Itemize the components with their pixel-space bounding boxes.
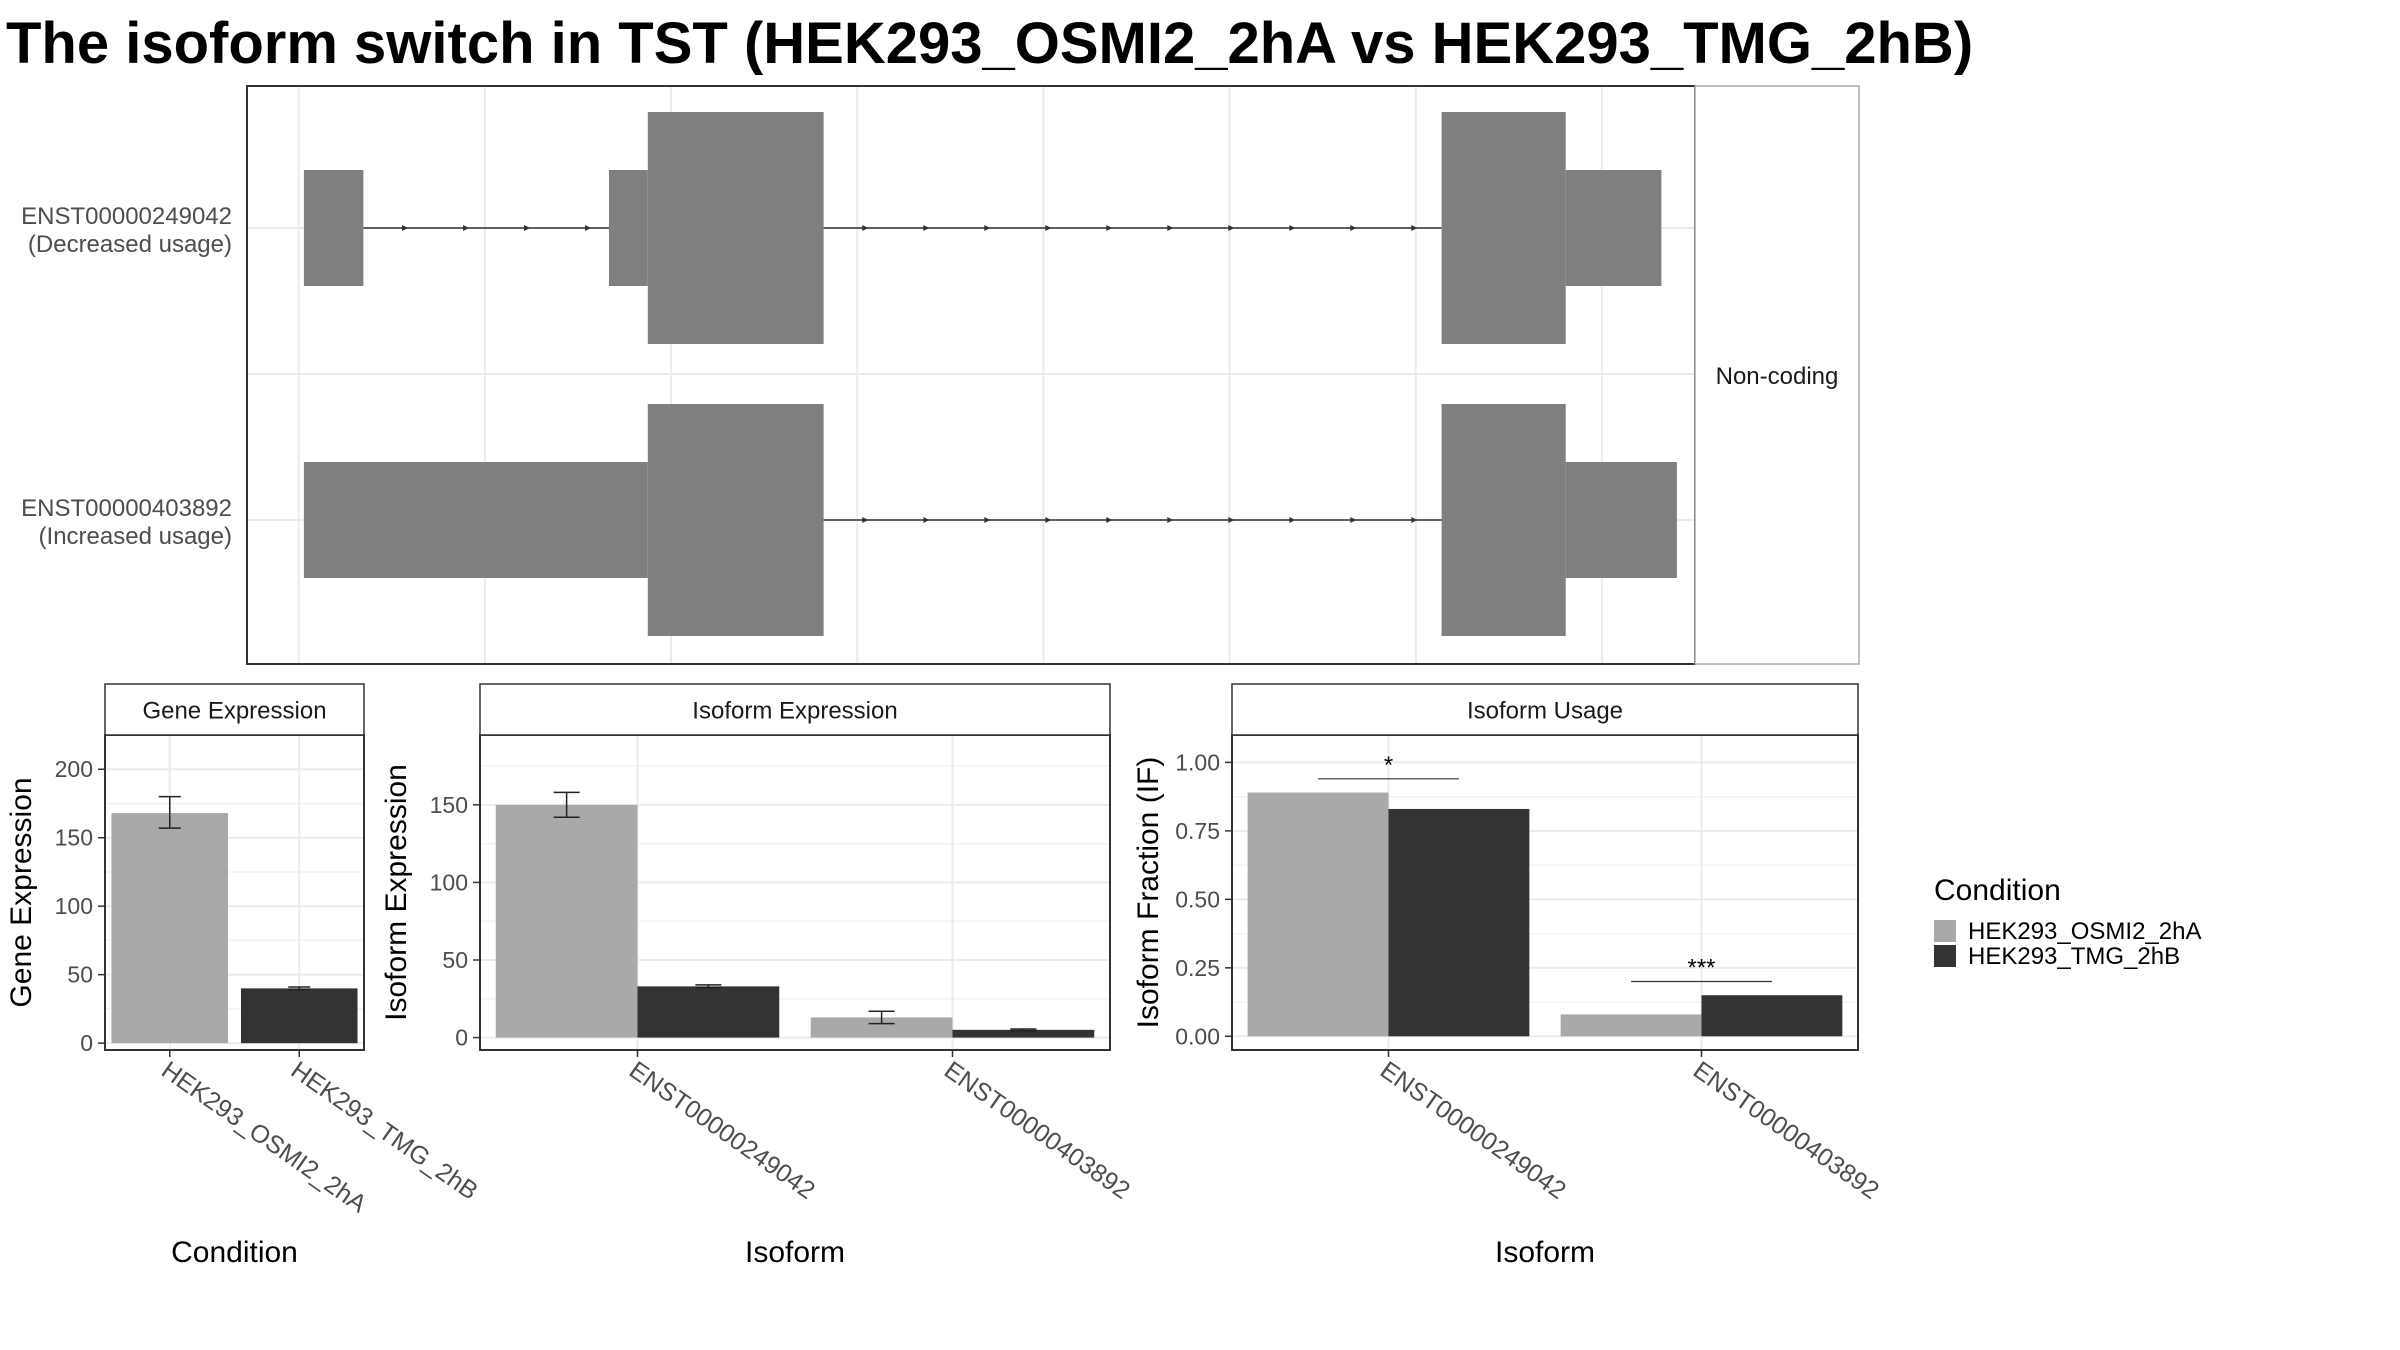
intron-arrow <box>1106 517 1113 523</box>
panel-isoform-usage: 0.000.250.500.751.00 ****ENST00000249042 E… <box>1132 683 1884 1269</box>
intron-arrow <box>585 225 592 231</box>
y-tick-label: 0.00 <box>1175 1023 1220 1049</box>
bar-HEK293_TMG_2hB <box>240 988 358 1044</box>
panel-strip-label: Isoform Expression <box>692 698 897 725</box>
isoform-usage-label-ENST00000403892: (Increased usage) <box>39 523 232 550</box>
exon-1-2 <box>1441 404 1566 636</box>
y-tick-label: 150 <box>55 825 93 851</box>
intron-arrow <box>1106 225 1113 231</box>
exon-1-1 <box>647 404 824 636</box>
intron-arrow <box>984 225 991 231</box>
panel-strip <box>104 683 365 736</box>
exon-1-3 <box>1565 462 1677 578</box>
panel-strip <box>479 683 1111 736</box>
intron-arrow <box>1167 517 1174 523</box>
exon-0-0 <box>303 170 364 286</box>
y-tick-label: 50 <box>442 947 468 973</box>
structure-strip <box>1694 85 1860 665</box>
panel-isoform-expression: 0 50 100 150 ENST00000249042 ENST00000403892 I… <box>380 683 1135 1269</box>
bar-ENST00000403892-HEK293_OSMI2_2hA <box>1560 1014 1702 1037</box>
intron-arrow <box>1045 517 1052 523</box>
x-tick-label: HEK293_OSMI2_2hA <box>156 1056 372 1219</box>
y-tick-label: 150 <box>430 792 468 818</box>
y-tick-label: 200 <box>55 756 93 782</box>
x-tick-label: ENST00000249042 <box>624 1056 820 1205</box>
bar-ENST00000249042-HEK293_OSMI2_2hA <box>1247 792 1389 1037</box>
y-tick-label: 0 <box>80 1030 93 1056</box>
y-tick-label: 0 <box>455 1025 468 1051</box>
panel-strip-label: Gene Expression <box>142 698 326 725</box>
intron-arrow <box>1350 225 1357 231</box>
bar-ENST00000249042-HEK293_OSMI2_2hA <box>495 804 638 1038</box>
intron-arrow <box>1411 517 1418 523</box>
legend-swatch-1 <box>1934 945 1956 967</box>
x-tick-label: ENST00000249042 <box>1375 1056 1571 1205</box>
exon-0-2 <box>647 112 824 344</box>
y-axis-title: Isoform Expression <box>380 764 413 1021</box>
intron-arrow <box>923 517 930 523</box>
intron-arrow <box>1289 225 1296 231</box>
x-tick-label: ENST00000403892 <box>939 1056 1135 1205</box>
intron-arrow <box>862 225 869 231</box>
intron-arrow <box>984 517 991 523</box>
x-axis-title: Isoform <box>745 1236 845 1269</box>
bar-ENST00000249042-HEK293_TMG_2hB <box>637 986 780 1038</box>
intron-arrow <box>524 225 531 231</box>
bar-ENST00000403892-HEK293_OSMI2_2hA <box>810 1017 953 1038</box>
x-axis-title: Isoform <box>1495 1236 1595 1269</box>
bar-ENST00000249042-HEK293_TMG_2hB <box>1388 808 1530 1037</box>
intron-arrow <box>402 225 409 231</box>
structure-strip-label: Non-coding <box>1716 363 1839 390</box>
panel-strip <box>1231 683 1859 736</box>
intron-arrow <box>1350 517 1357 523</box>
expression-panels: 050100150200HEK293_OSMI2_2hAHEK293_TMG_2… <box>5 683 1884 1269</box>
intron-arrow <box>1045 225 1052 231</box>
legend-title: Condition <box>1934 874 2061 907</box>
exon-1-0 <box>303 462 648 578</box>
y-tick-label: 50 <box>67 962 93 988</box>
significance-marker: * <box>1384 752 1393 779</box>
intron-arrow <box>1289 517 1296 523</box>
main-title: The isoform switch in TST (HEK293_OSMI2_… <box>6 11 1974 76</box>
y-axis-title: Isoform Fraction (IF) <box>1132 757 1165 1029</box>
isoform-usage-label-ENST00000249042: (Decreased usage) <box>28 231 232 258</box>
y-tick-label: 0.50 <box>1175 886 1220 912</box>
bar-HEK293_OSMI2_2hA <box>111 813 229 1044</box>
legend-label-0: HEK293_OSMI2_2hA <box>1968 918 2201 945</box>
intron-arrow <box>1228 225 1235 231</box>
intron-arrow <box>1167 225 1174 231</box>
bar-ENST00000403892-HEK293_TMG_2hB <box>1701 995 1843 1037</box>
intron-arrow <box>1228 517 1235 523</box>
intron-arrow <box>1411 225 1418 231</box>
isoform-label-ENST00000249042: ENST00000249042 <box>21 203 232 230</box>
y-tick-label: 0.25 <box>1175 955 1220 981</box>
isoform-label-ENST00000403892: ENST00000403892 <box>21 495 232 522</box>
y-tick-label: 100 <box>430 869 468 895</box>
legend-swatch-0 <box>1934 920 1956 942</box>
exon-0-3 <box>1441 112 1566 344</box>
x-tick-label: ENST00000403892 <box>1688 1056 1884 1205</box>
exon-0-4 <box>1565 170 1662 286</box>
isoform-structure-panel: ENST00000249042(Decreased usage) ENST0000… <box>21 85 1860 665</box>
intron-arrow <box>463 225 470 231</box>
y-tick-label: 0.75 <box>1175 818 1220 844</box>
legend-label-1: HEK293_TMG_2hB <box>1968 943 2180 970</box>
intron-arrow <box>923 225 930 231</box>
y-tick-label: 1.00 <box>1175 749 1220 775</box>
y-tick-label: 100 <box>55 893 93 919</box>
bar-ENST00000403892-HEK293_TMG_2hB <box>952 1029 1095 1038</box>
significance-marker: *** <box>1687 955 1715 982</box>
y-axis-title: Gene Expression <box>5 777 38 1007</box>
intron-arrow <box>862 517 869 523</box>
panel-strip-label: Isoform Usage <box>1467 698 1623 725</box>
x-axis-title: Condition <box>171 1236 298 1269</box>
exon-0-1 <box>609 170 648 286</box>
